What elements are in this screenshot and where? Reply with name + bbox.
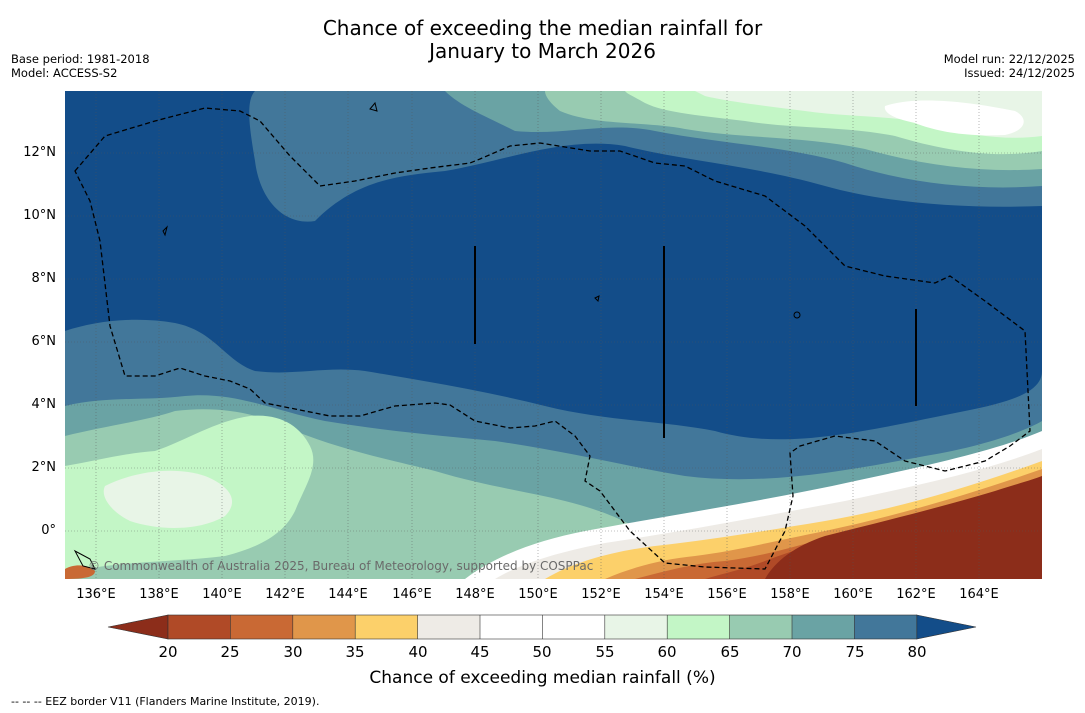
lon-label-140e: 140°E xyxy=(202,587,242,602)
colorbar-tick-70: 70 xyxy=(782,643,802,661)
colorbar-tick-20: 20 xyxy=(158,643,178,661)
colorbar-tick-35: 35 xyxy=(345,643,365,661)
contour-50-north xyxy=(884,100,1024,136)
copyright-notice: © Commonwealth of Australia 2025, Bureau… xyxy=(88,559,594,573)
colorbar-segment-35-40 xyxy=(355,615,418,639)
islands xyxy=(73,101,801,570)
lon-label-146e: 146°E xyxy=(392,587,432,602)
lon-label-164e: 164°E xyxy=(959,587,999,602)
lon-label-152e: 152°E xyxy=(581,587,621,602)
lon-label-156e: 156°E xyxy=(707,587,747,602)
lon-label-158e: 158°E xyxy=(770,587,810,602)
lon-label-154e: 154°E xyxy=(644,587,684,602)
colorbar-tick-45: 45 xyxy=(470,643,490,661)
lat-label-2n: 2°N xyxy=(31,460,57,475)
lat-label-0: 0° xyxy=(41,523,56,538)
lon-label-148e: 148°E xyxy=(455,587,495,602)
map-title-line1: Chance of exceeding the median rainfall … xyxy=(322,16,763,40)
lon-label-144e: 144°E xyxy=(328,587,368,602)
colorbar-segment-60-65 xyxy=(667,615,730,639)
contour-southwest-corner xyxy=(65,565,95,579)
lat-label-6n: 6°N xyxy=(31,334,57,349)
contour-55-south xyxy=(103,470,233,528)
base-period: Base period: 1981-2018 xyxy=(11,52,150,66)
colorbar-segment-20-25 xyxy=(168,615,231,639)
issued-date: Issued: 24/12/2025 xyxy=(964,66,1075,80)
colorbar-low-extension xyxy=(107,614,169,640)
lat-label-4n: 4°N xyxy=(31,397,57,412)
colorbar-segment-50-55 xyxy=(542,615,605,639)
model-run: Model run: 22/12/2025 xyxy=(943,52,1075,66)
colorbar-segment-70-75 xyxy=(792,615,855,639)
colorbar-tick-50: 50 xyxy=(532,643,552,661)
colorbar-segment-55-60 xyxy=(604,615,668,639)
lon-label-142e: 142°E xyxy=(265,587,305,602)
graticule xyxy=(65,91,1042,579)
boundary-segments xyxy=(474,246,917,438)
lat-label-10n: 10°N xyxy=(23,208,56,223)
lon-label-138e: 138°E xyxy=(139,587,179,602)
colorbar-tick-80: 80 xyxy=(907,643,927,661)
colorbar-segment-40-45 xyxy=(417,615,480,639)
colorbar-dividers xyxy=(167,614,918,640)
colorbar-segment-30-35 xyxy=(292,615,356,639)
contour-20-southeast xyxy=(765,476,1042,579)
colorbar-segment-45-50 xyxy=(480,615,543,639)
lon-label-162e: 162°E xyxy=(896,587,936,602)
lon-label-160e: 160°E xyxy=(833,587,873,602)
colorbar-tick-55: 55 xyxy=(595,643,615,661)
colorbar-segment-25-30 xyxy=(230,615,293,639)
colorbar-tick-40: 40 xyxy=(408,643,428,661)
map-title-line2: January to March 2026 xyxy=(429,39,656,63)
rainfall-map xyxy=(65,91,1042,579)
colorbar xyxy=(107,614,977,640)
eez-footnote: -- -- -- EEZ border V11 (Flanders Marine… xyxy=(11,695,320,708)
colorbar-tick-60: 60 xyxy=(657,643,677,661)
colorbar-high-extension xyxy=(916,614,977,640)
model-name: Model: ACCESS-S2 xyxy=(11,66,118,80)
colorbar-tick-65: 65 xyxy=(720,643,740,661)
lat-label-8n: 8°N xyxy=(31,271,57,286)
colorbar-label: Chance of exceeding median rainfall (%) xyxy=(369,668,716,688)
colorbar-tick-75: 75 xyxy=(845,643,865,661)
lat-label-12n: 12°N xyxy=(23,145,56,160)
colorbar-tick-30: 30 xyxy=(283,643,303,661)
colorbar-segment-65-70 xyxy=(729,615,792,639)
lon-label-150e: 150°E xyxy=(518,587,558,602)
colorbar-segment-75-80 xyxy=(854,615,917,639)
colorbar-tick-25: 25 xyxy=(220,643,240,661)
eez-border xyxy=(74,107,1031,570)
lon-label-136e: 136°E xyxy=(76,587,116,602)
